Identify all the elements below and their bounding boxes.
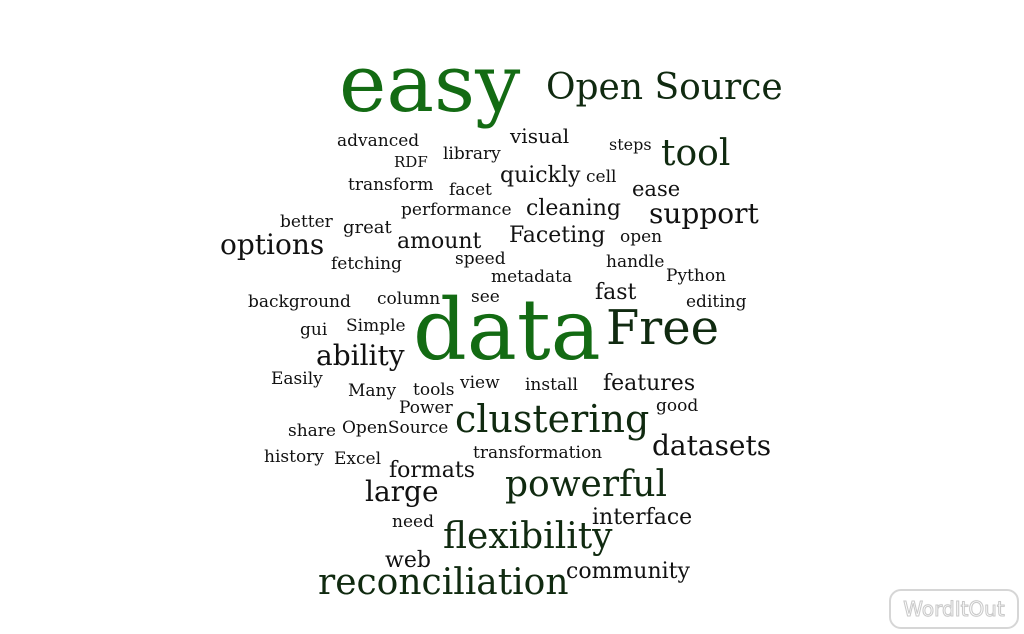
- word: ability: [316, 339, 405, 372]
- word: handle: [606, 252, 665, 272]
- word: great: [343, 217, 392, 238]
- word: community: [566, 559, 690, 584]
- word: Free: [606, 300, 720, 356]
- word: easy: [339, 37, 521, 130]
- word: background: [248, 292, 351, 312]
- word: Excel: [334, 449, 382, 469]
- word: Python: [666, 266, 727, 286]
- word: need: [392, 512, 434, 532]
- word: reconciliation: [318, 562, 569, 603]
- word: good: [656, 396, 699, 416]
- word: cleaning: [526, 196, 621, 221]
- word: Easily: [271, 369, 323, 389]
- logo-text: WordItOut: [903, 597, 1005, 622]
- word: RDF: [394, 153, 428, 171]
- word: amount: [397, 229, 482, 254]
- word: metadata: [491, 267, 573, 287]
- word: see: [471, 287, 500, 307]
- word: steps: [609, 135, 652, 154]
- word: tools: [413, 380, 455, 400]
- word: facet: [449, 180, 492, 200]
- word: editing: [686, 292, 747, 312]
- word: history: [264, 447, 324, 467]
- word: Open Source: [546, 67, 783, 108]
- word: Faceting: [509, 223, 606, 248]
- word: column: [377, 289, 441, 309]
- word: features: [603, 371, 696, 396]
- word: better: [280, 212, 333, 232]
- word: Power: [399, 398, 453, 418]
- word: powerful: [505, 464, 668, 505]
- word: data: [413, 281, 601, 379]
- word: install: [525, 375, 578, 395]
- word: fetching: [331, 254, 402, 274]
- wordltout-logo[interactable]: WordItOut: [889, 589, 1019, 629]
- word: datasets: [652, 429, 772, 462]
- word: quickly: [500, 163, 581, 188]
- word: speed: [455, 249, 506, 269]
- word: fast: [595, 280, 637, 305]
- word: interface: [592, 505, 693, 530]
- word: clustering: [455, 397, 650, 441]
- word: large: [365, 475, 439, 508]
- word: Many: [348, 381, 397, 401]
- word: advanced: [337, 131, 420, 151]
- word: library: [443, 144, 501, 164]
- word: gui: [300, 320, 328, 340]
- word: ease: [632, 177, 681, 201]
- word: cell: [586, 167, 617, 187]
- word: open: [620, 227, 663, 247]
- word: performance: [401, 200, 512, 220]
- word: formats: [389, 458, 476, 483]
- word: tool: [661, 133, 731, 174]
- word: web: [385, 548, 431, 573]
- word: Simple: [346, 316, 406, 336]
- word: transformation: [473, 443, 603, 463]
- word: OpenSource: [342, 418, 449, 438]
- word: options: [220, 228, 325, 261]
- word: support: [649, 197, 759, 230]
- word: flexibility: [443, 516, 613, 557]
- word: visual: [510, 124, 570, 148]
- word: view: [460, 373, 500, 393]
- word: transform: [348, 175, 434, 195]
- word: share: [288, 421, 336, 441]
